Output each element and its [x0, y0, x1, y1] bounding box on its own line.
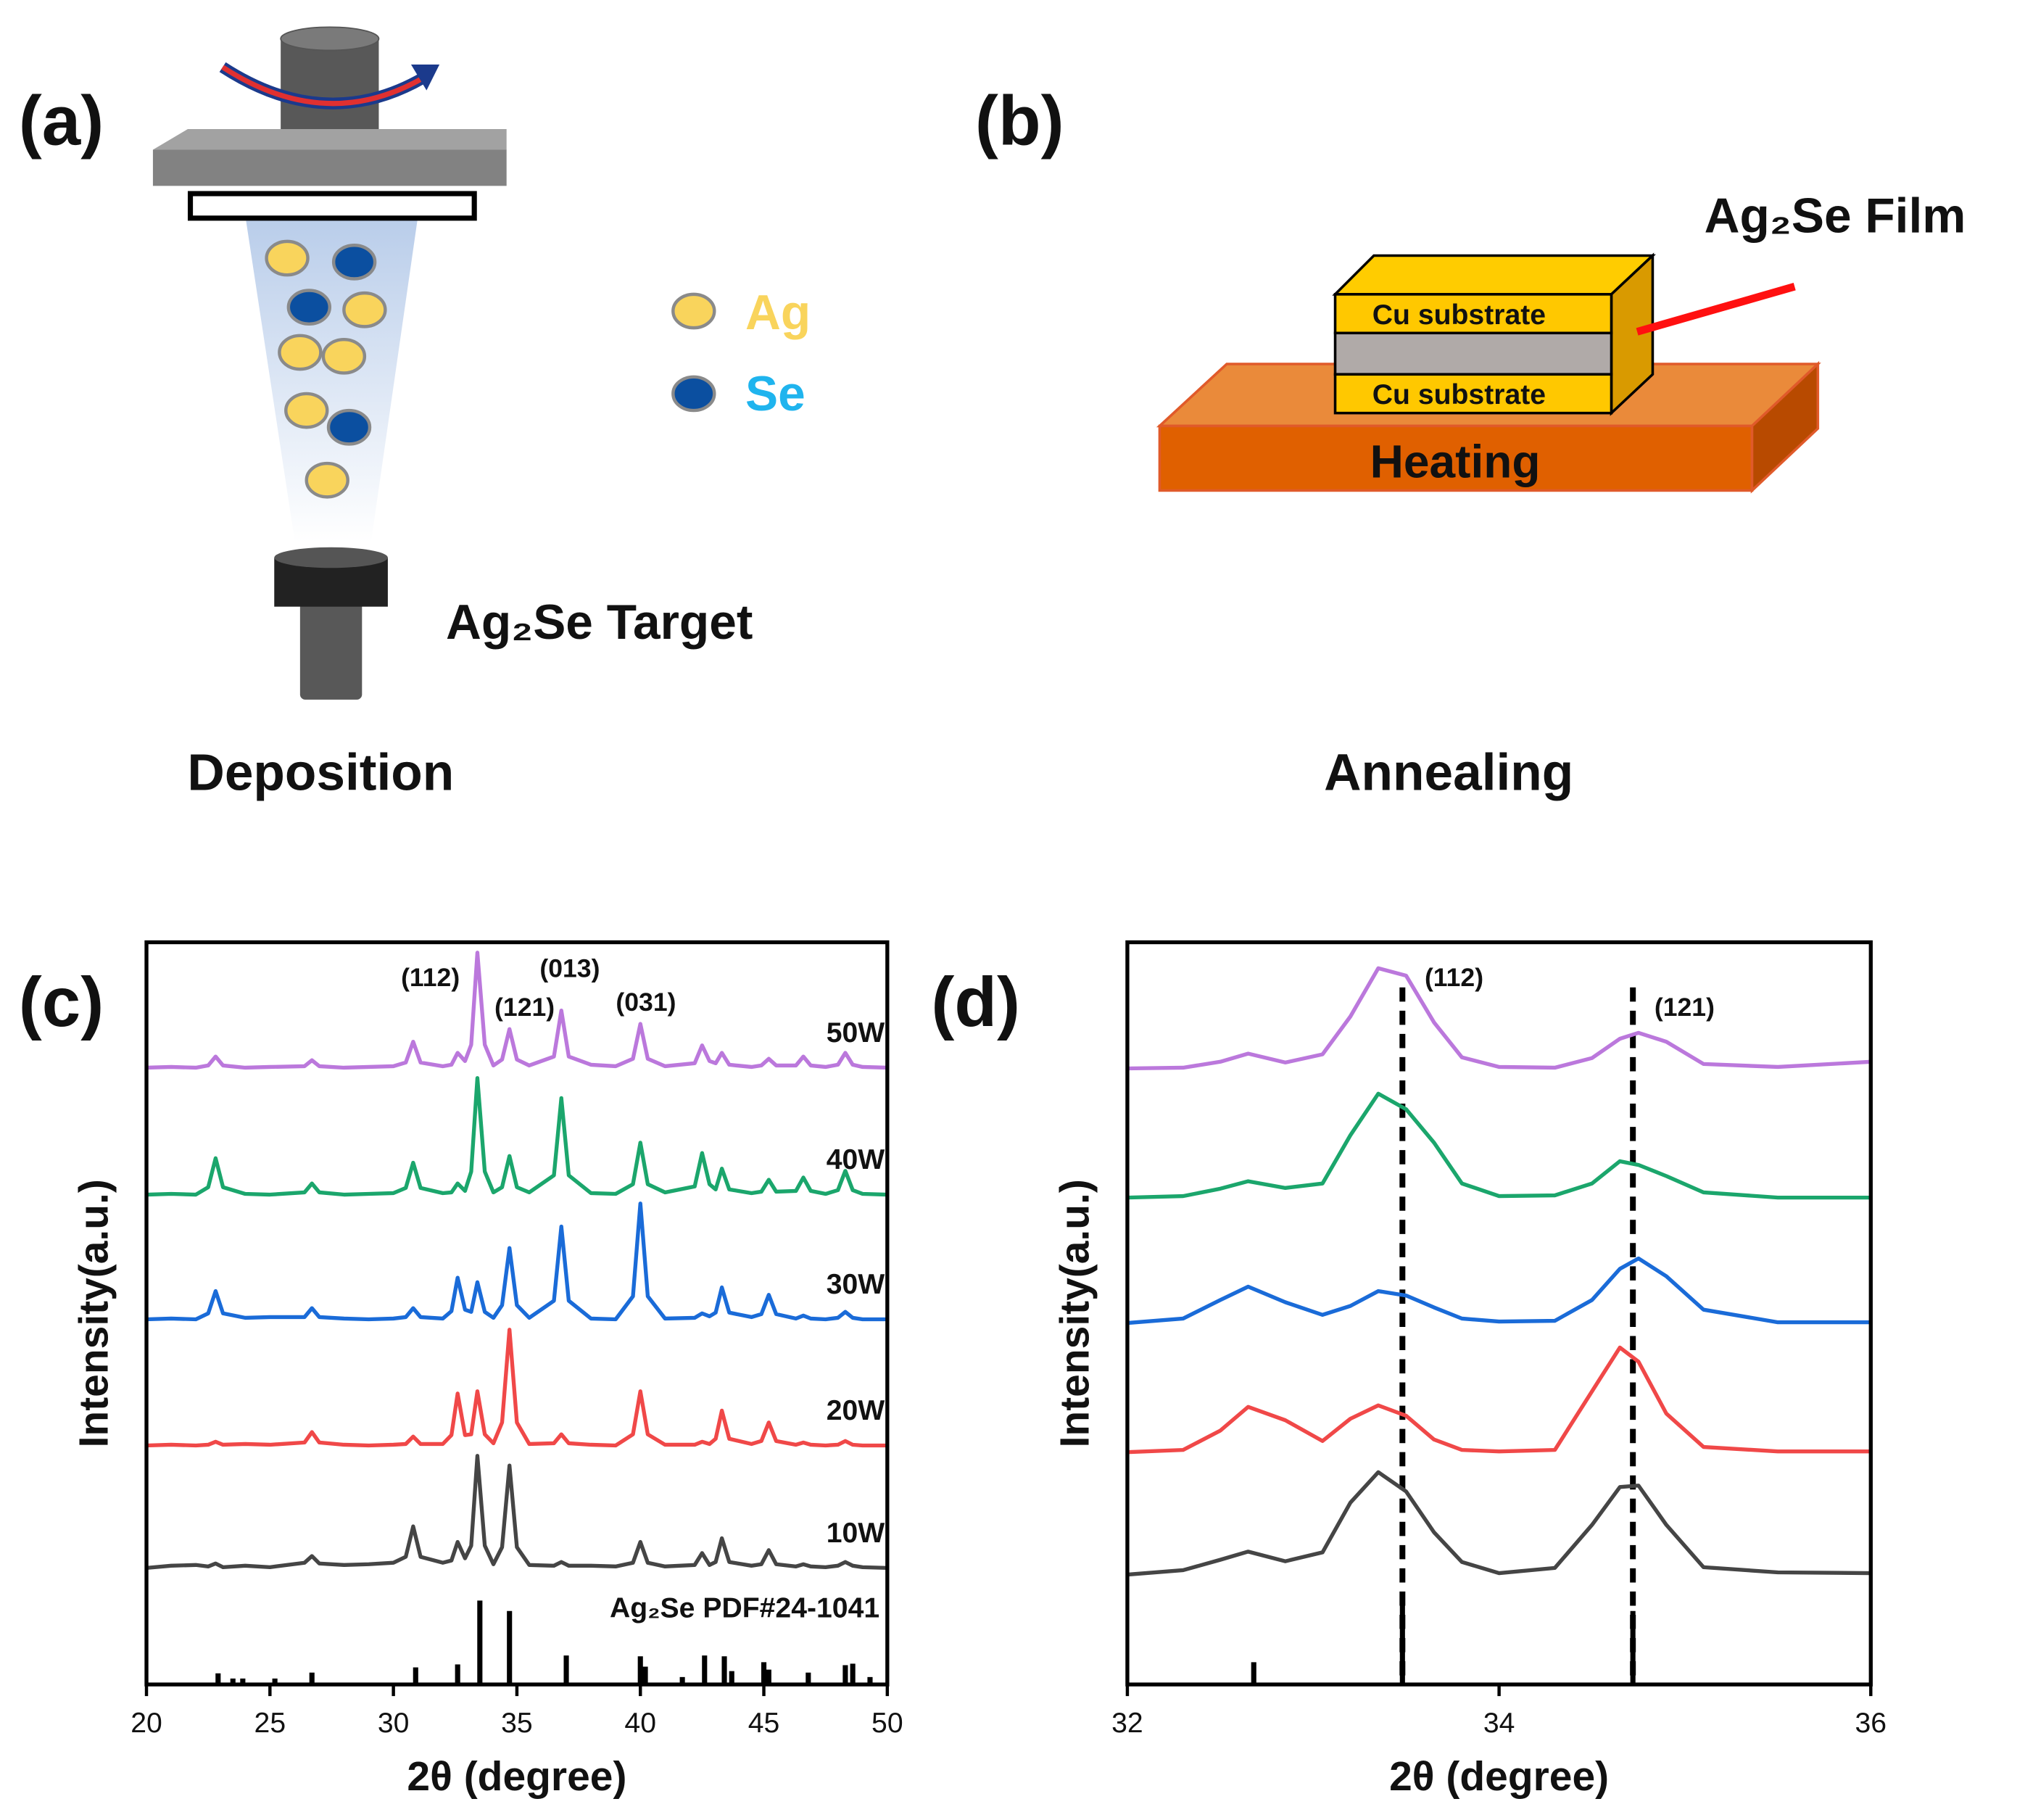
- legend-se: [671, 375, 716, 413]
- se-atom: [331, 244, 377, 281]
- peak-annotation: (121): [494, 993, 555, 1022]
- x-tick-label: 32: [1111, 1708, 1143, 1739]
- plot-frame: [144, 940, 890, 1687]
- peak-marker-label: (121): [1655, 993, 1715, 1022]
- series-line: [146, 1201, 887, 1322]
- heater-side: [1750, 360, 1820, 494]
- plot-frame: [1125, 940, 1873, 1687]
- pointer-line: [1636, 283, 1796, 336]
- target-label: Ag₂Se Target: [446, 595, 753, 650]
- series-line: [146, 1076, 887, 1197]
- series-label: 30W: [827, 1269, 885, 1300]
- series-line: [1127, 1345, 1871, 1455]
- rotation-arrow: [221, 65, 426, 107]
- panel-label: (c): [19, 964, 104, 1041]
- peak-annotation: (013): [539, 954, 600, 983]
- legend-ag: [671, 292, 716, 330]
- cathode-top: [280, 26, 380, 51]
- x-tick-label: 20: [131, 1708, 162, 1739]
- ag-atom: [278, 334, 323, 371]
- substrate-holder: [187, 191, 477, 221]
- se-atom: [326, 408, 372, 446]
- legend-label: Ag: [745, 286, 811, 340]
- film-label: Ag₂Se Film: [1705, 189, 1966, 243]
- x-tick-label: 34: [1483, 1708, 1515, 1739]
- series-label: 10W: [827, 1518, 885, 1549]
- target-stem: [299, 596, 363, 700]
- plate-top: [152, 129, 507, 150]
- plate-front: [152, 149, 507, 186]
- series-line: [146, 1454, 887, 1571]
- ag-atom: [321, 337, 367, 375]
- ag-atom: [265, 239, 310, 277]
- cu-substrate: [1333, 373, 1613, 415]
- layer-label: Cu substrate: [1372, 299, 1546, 331]
- heater-label: Heating: [1370, 436, 1541, 488]
- series-label: 50W: [827, 1017, 885, 1048]
- heater-front: [1158, 424, 1754, 492]
- series-line: [1127, 1091, 1871, 1200]
- panel-label: (a): [19, 82, 104, 160]
- ag-atom: [342, 291, 387, 328]
- film-layer: [1333, 331, 1613, 376]
- ag-atom: [284, 392, 329, 429]
- series-line: [146, 1328, 887, 1448]
- target-top: [274, 547, 388, 568]
- series-label: 40W: [827, 1144, 885, 1175]
- x-tick-label: 30: [378, 1708, 410, 1739]
- caption: Annealing: [1324, 744, 1573, 801]
- series-line: [1127, 1256, 1871, 1325]
- reference-label: Ag₂Se PDF#24-1041: [610, 1593, 879, 1624]
- x-tick-label: 40: [624, 1708, 656, 1739]
- caption: Deposition: [187, 744, 454, 801]
- arrow-head: [410, 65, 440, 91]
- x-tick-label: 25: [254, 1708, 286, 1739]
- series-line: [1127, 966, 1871, 1071]
- panel-label: (d): [931, 964, 1020, 1041]
- x-axis-title: 2θ (degree): [407, 1753, 626, 1800]
- series-line: [1127, 1470, 1871, 1577]
- x-axis-title: 2θ (degree): [1389, 1753, 1609, 1800]
- stack-top: [1332, 254, 1656, 296]
- x-tick-label: 36: [1855, 1708, 1887, 1739]
- y-axis-title: Intensity(a.u.): [71, 1179, 117, 1447]
- series-line: [146, 951, 887, 1070]
- ag-atom: [305, 461, 349, 499]
- peak-marker-label: (112): [1425, 963, 1483, 992]
- y-axis-title: Intensity(a.u.): [1052, 1179, 1098, 1447]
- layer-label: Cu substrate: [1372, 379, 1546, 410]
- peak-annotation: (112): [401, 963, 460, 992]
- x-tick-label: 35: [501, 1708, 533, 1739]
- atom-group: [265, 239, 716, 499]
- se-atom: [286, 289, 332, 326]
- x-tick-label: 45: [748, 1708, 780, 1739]
- panel-label: (b): [975, 82, 1064, 160]
- legend-label: Se: [745, 367, 806, 421]
- series-label: 20W: [827, 1395, 885, 1426]
- x-tick-label: 50: [871, 1708, 903, 1739]
- peak-annotation: (031): [616, 988, 676, 1017]
